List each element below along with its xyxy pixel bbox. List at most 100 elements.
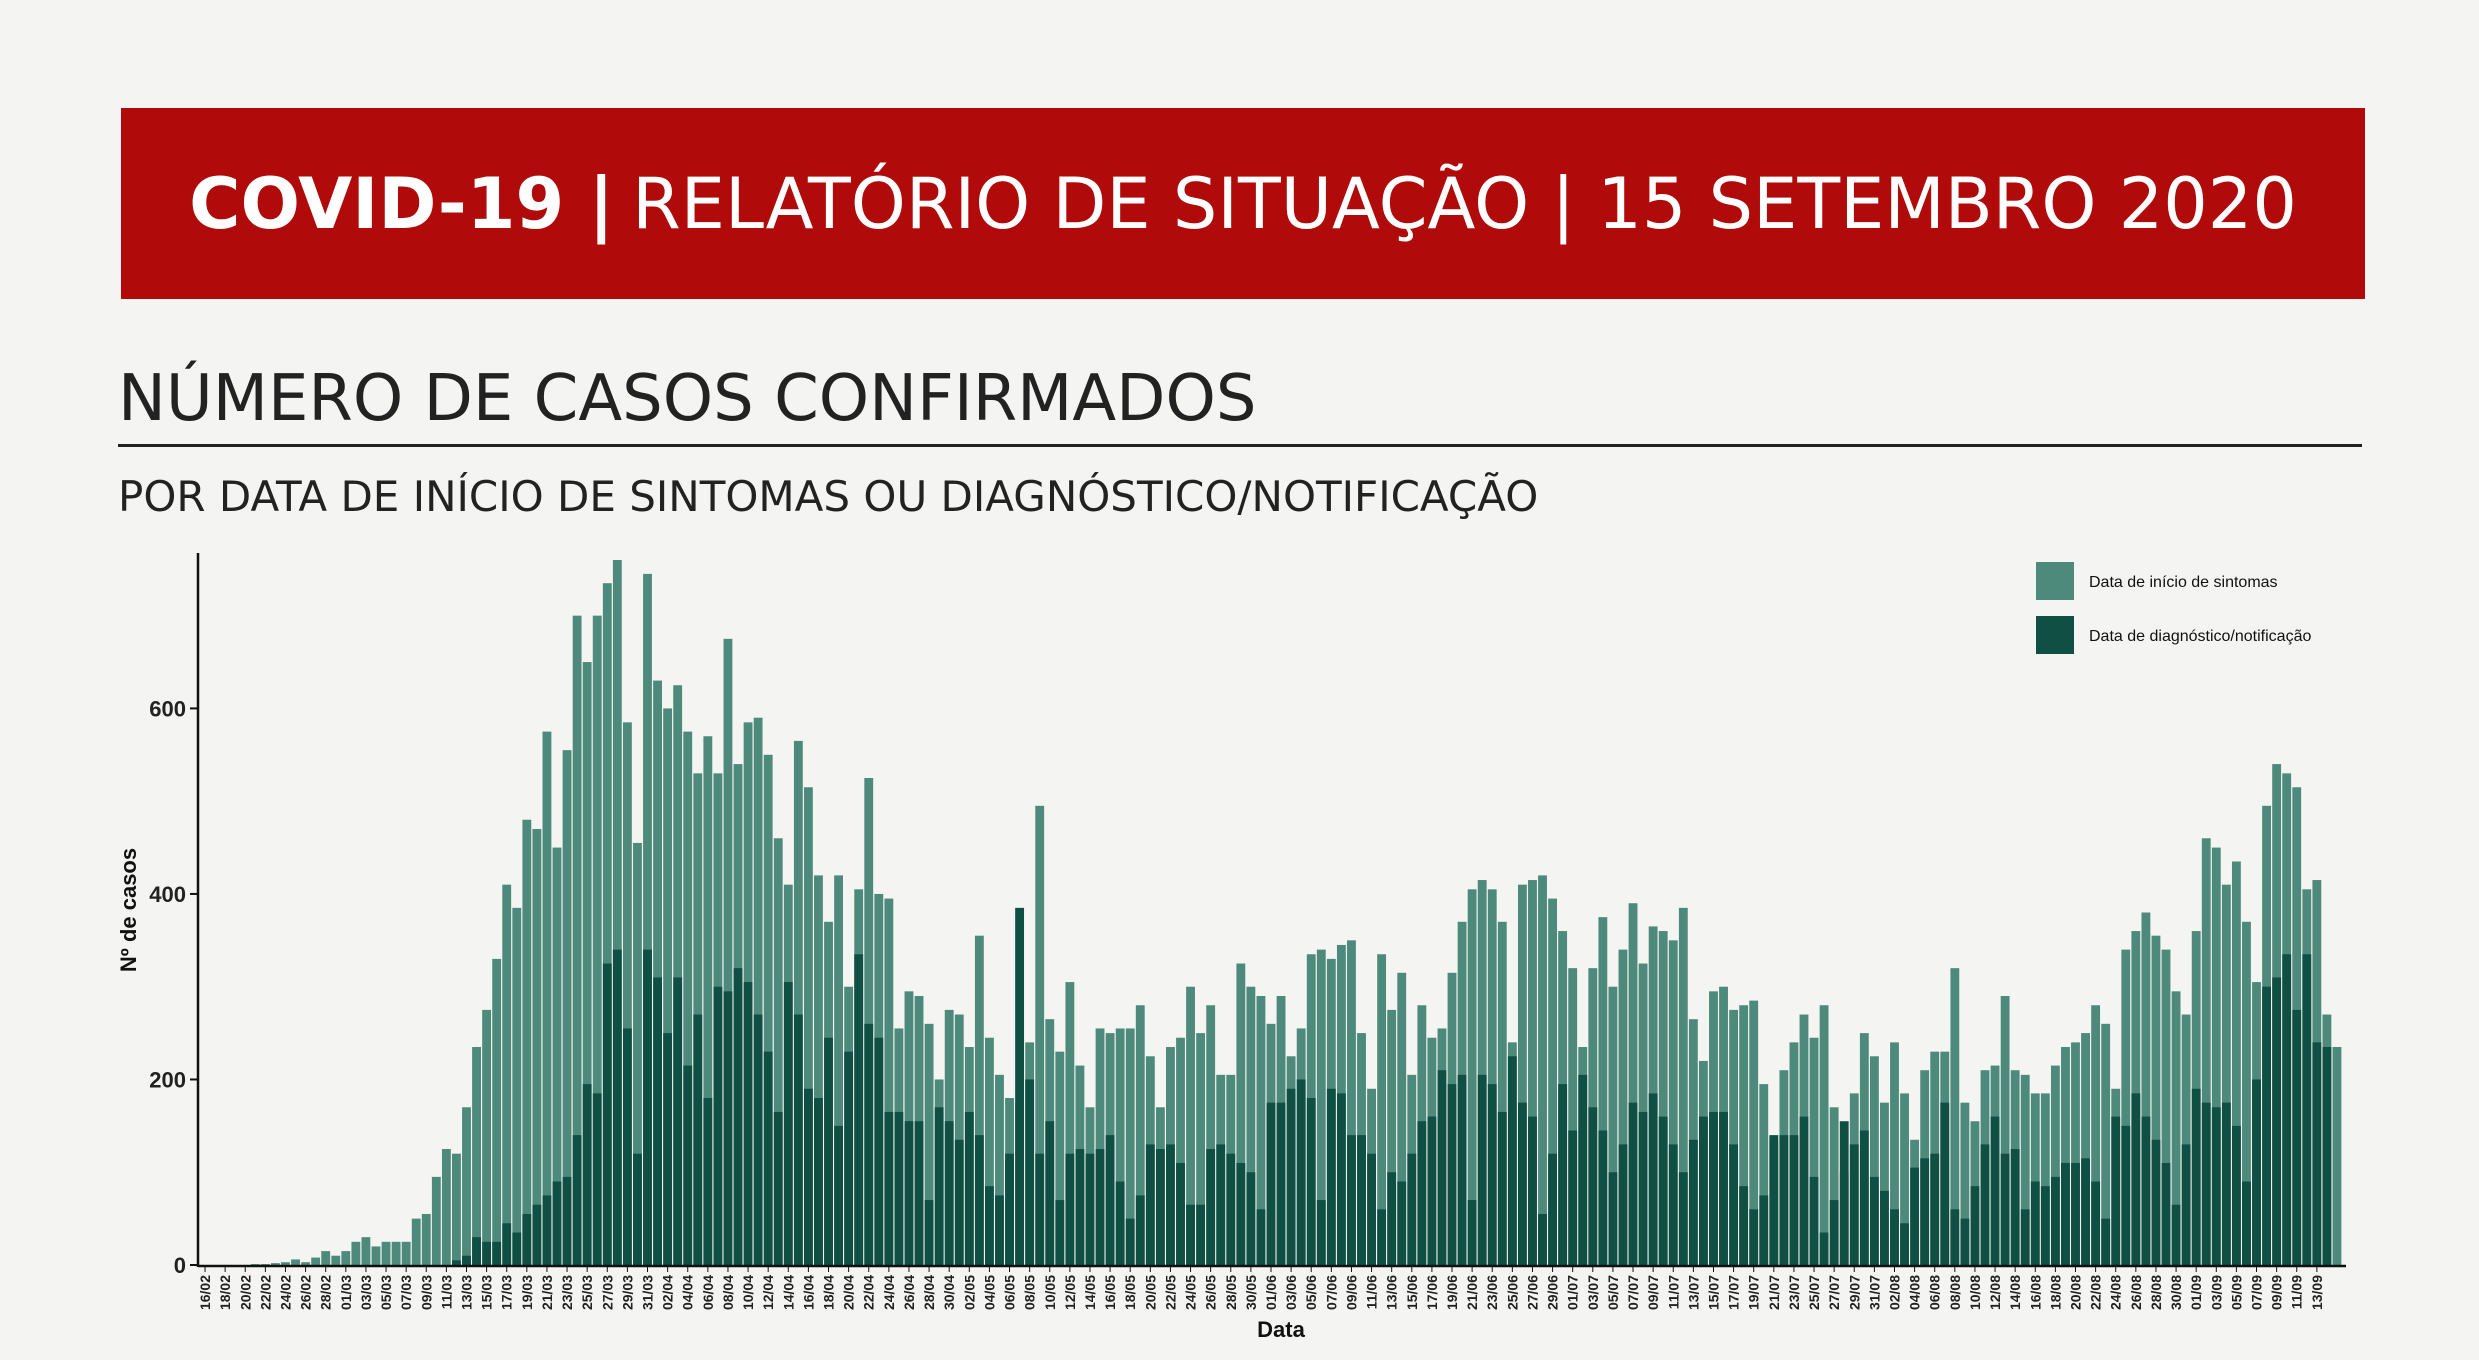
bar-sintomas — [2242, 921, 2251, 1265]
bar-diagnostico — [1678, 1172, 1688, 1265]
bar-sintomas — [1829, 1107, 1839, 1265]
bar-diagnostico — [944, 1121, 954, 1265]
bar-diagnostico — [1105, 1135, 1115, 1265]
x-tick-label: 22/02 — [257, 1275, 273, 1310]
bar-diagnostico — [1608, 1172, 1618, 1265]
bar-diagnostico — [1397, 1181, 1407, 1265]
bar-sintomas — [1960, 1102, 1970, 1265]
x-tick-label: 12/05 — [1062, 1275, 1078, 1310]
bar-diagnostico — [743, 982, 753, 1265]
x-tick-label: 05/03 — [378, 1275, 394, 1310]
x-tick-label: 01/09 — [2188, 1275, 2204, 1310]
x-tick-label: 15/06 — [1404, 1275, 1420, 1310]
bar-sintomas — [250, 1264, 260, 1265]
bar-diagnostico — [2161, 1162, 2171, 1265]
bar-diagnostico — [1005, 1153, 1014, 1265]
bar-diagnostico — [1497, 1111, 1507, 1265]
x-tick-label: 16/02 — [197, 1275, 213, 1310]
bar-sintomas — [643, 573, 652, 1265]
bar-sintomas — [1347, 940, 1356, 1265]
bar-sintomas — [1658, 931, 1668, 1265]
bar-diagnostico — [793, 1014, 803, 1265]
bar-sintomas — [421, 1213, 431, 1265]
bar-diagnostico — [622, 1028, 632, 1265]
bar-diagnostico — [803, 1088, 813, 1265]
x-tick-label: 25/07 — [1806, 1275, 1822, 1310]
bar-sintomas — [1880, 1102, 1889, 1265]
bar-sintomas — [985, 1037, 994, 1265]
bar-diagnostico — [1819, 1232, 1829, 1265]
bar-diagnostico — [1920, 1158, 1930, 1265]
bar-sintomas — [1095, 1028, 1105, 1265]
x-tick-label: 24/08 — [2108, 1275, 2124, 1310]
bar-diagnostico — [612, 949, 622, 1265]
x-tick-label: 10/08 — [1967, 1275, 1983, 1310]
bar-diagnostico — [1980, 1144, 1990, 1265]
x-tick-label: 21/03 — [539, 1275, 555, 1310]
bar-diagnostico — [713, 986, 723, 1265]
bar-diagnostico — [2322, 1047, 2332, 1265]
bar-diagnostico — [633, 1153, 642, 1265]
x-tick-label: 05/07 — [1605, 1275, 1621, 1310]
x-tick-label: 13/07 — [1685, 1275, 1701, 1310]
bar-diagnostico — [1437, 1070, 1447, 1265]
bar-diagnostico — [673, 977, 683, 1265]
bar-sintomas — [1125, 1028, 1135, 1265]
x-tick-label: 06/05 — [1002, 1275, 1018, 1310]
bar-sintomas — [2211, 847, 2221, 1265]
bar-diagnostico — [1055, 1200, 1065, 1265]
bar-sintomas — [1055, 1051, 1065, 1265]
bar-diagnostico — [572, 1135, 582, 1265]
bar-sintomas — [1548, 898, 1557, 1265]
bar-diagnostico — [452, 1260, 461, 1265]
report-banner: COVID-19 | RELATÓRIO DE SITUAÇÃO | 15 SE… — [121, 108, 2365, 299]
bar-sintomas — [371, 1246, 381, 1265]
bar-diagnostico — [954, 1139, 964, 1265]
x-tick-label: 16/04 — [800, 1275, 816, 1310]
x-tick-label: 30/04 — [941, 1275, 957, 1310]
x-tick-label: 02/05 — [961, 1275, 977, 1310]
bar-diagnostico — [1618, 1144, 1628, 1265]
bar-diagnostico — [2191, 1088, 2201, 1265]
bar-diagnostico — [1849, 1144, 1859, 1265]
bar-diagnostico — [2282, 954, 2292, 1265]
x-tick-label: 14/05 — [1082, 1275, 1098, 1310]
bar-diagnostico — [1628, 1102, 1638, 1265]
bar-diagnostico — [2171, 1204, 2181, 1265]
bar-sintomas — [2151, 935, 2161, 1265]
bar-diagnostico — [1015, 907, 1025, 1265]
bar-diagnostico — [1296, 1079, 1306, 1265]
x-tick-label: 23/07 — [1786, 1275, 1802, 1310]
bar-sintomas — [602, 583, 612, 1265]
bar-sintomas — [2171, 991, 2181, 1265]
bar-diagnostico — [834, 1125, 843, 1265]
bar-sintomas — [723, 638, 733, 1265]
bar-diagnostico — [783, 982, 793, 1265]
y-axis-label: Nº de casos — [116, 848, 141, 972]
bar-sintomas — [834, 875, 843, 1265]
bar-diagnostico — [542, 1195, 552, 1265]
x-tick-label: 18/04 — [821, 1275, 837, 1310]
bar-diagnostico — [1256, 1209, 1266, 1265]
bar-diagnostico — [1467, 1200, 1477, 1265]
bar-sintomas — [1608, 986, 1618, 1265]
bar-sintomas — [683, 731, 693, 1265]
bar-diagnostico — [1859, 1130, 1869, 1265]
x-tick-label: 11/09 — [2289, 1275, 2305, 1309]
bar-sintomas — [552, 847, 562, 1265]
bar-sintomas — [431, 1176, 441, 1266]
bar-diagnostico — [1025, 1079, 1035, 1265]
bar-diagnostico — [643, 949, 652, 1265]
bar-sintomas — [814, 875, 823, 1265]
bar-diagnostico — [2000, 1153, 2010, 1265]
bar-diagnostico — [1206, 1149, 1216, 1265]
bar-diagnostico — [894, 1111, 904, 1265]
bar-diagnostico — [1347, 1135, 1356, 1265]
bar-sintomas — [441, 1149, 451, 1265]
bar-diagnostico — [1930, 1153, 1940, 1265]
bar-sintomas — [1538, 875, 1547, 1265]
bar-diagnostico — [1477, 1074, 1487, 1265]
bar-diagnostico — [683, 1065, 693, 1265]
bar-diagnostico — [1135, 1195, 1145, 1265]
